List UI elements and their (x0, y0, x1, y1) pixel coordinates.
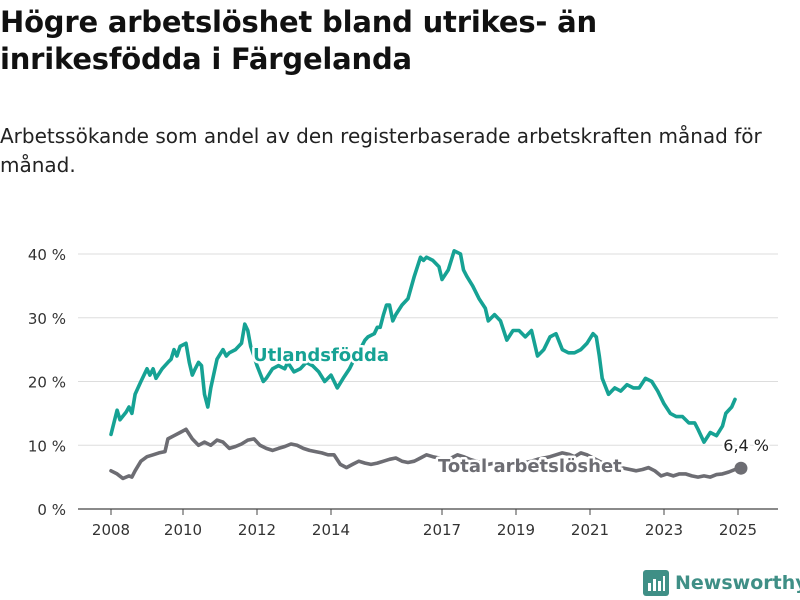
x-tick-label: 2017 (423, 521, 461, 539)
x-tick-label: 2014 (312, 521, 350, 539)
series-labels: Utlandsfödda Total arbetslöshet 6,4 % (251, 343, 772, 480)
series-line-total (109, 427, 743, 481)
x-tick-label: 2021 (571, 521, 609, 539)
chart-subtitle: Arbetssökande som andel av den registerb… (0, 124, 762, 177)
newsworthy-logo-icon (643, 570, 669, 596)
x-tick-label: 2025 (719, 521, 757, 539)
x-tick-label: 2019 (497, 521, 535, 539)
brand-logo: Newsworthy (643, 569, 800, 597)
x-tick-label: 2010 (164, 521, 202, 539)
series-end-dot (734, 461, 748, 475)
x-tick-label: 2023 (645, 521, 683, 539)
series-label-total: Total arbetslöshet (438, 456, 622, 477)
series-line-utlandsfodda (109, 249, 737, 444)
y-tick-label: 10 % (28, 437, 66, 455)
axes: 0 % 10 % 20 % 30 % 40 % 2008 2010 2012 2014 2017 2… (28, 246, 757, 539)
grid-lines (78, 253, 778, 510)
y-tick-label: 20 % (28, 374, 66, 392)
series-lines (109, 249, 748, 481)
series-label-utlandsfodda: Utlandsfödda (253, 345, 389, 366)
brand-name: Newsworthy (675, 572, 800, 594)
y-tick-label: 0 % (37, 501, 66, 519)
end-value-label: 6,4 % (723, 436, 769, 455)
y-tick-label: 30 % (28, 310, 66, 328)
x-tick-label: 2012 (238, 521, 276, 539)
y-tick-label: 40 % (28, 246, 66, 264)
chart-title: Högre arbetslöshet bland utrikes- än inr… (0, 5, 597, 76)
x-tick-label: 2008 (92, 521, 130, 539)
